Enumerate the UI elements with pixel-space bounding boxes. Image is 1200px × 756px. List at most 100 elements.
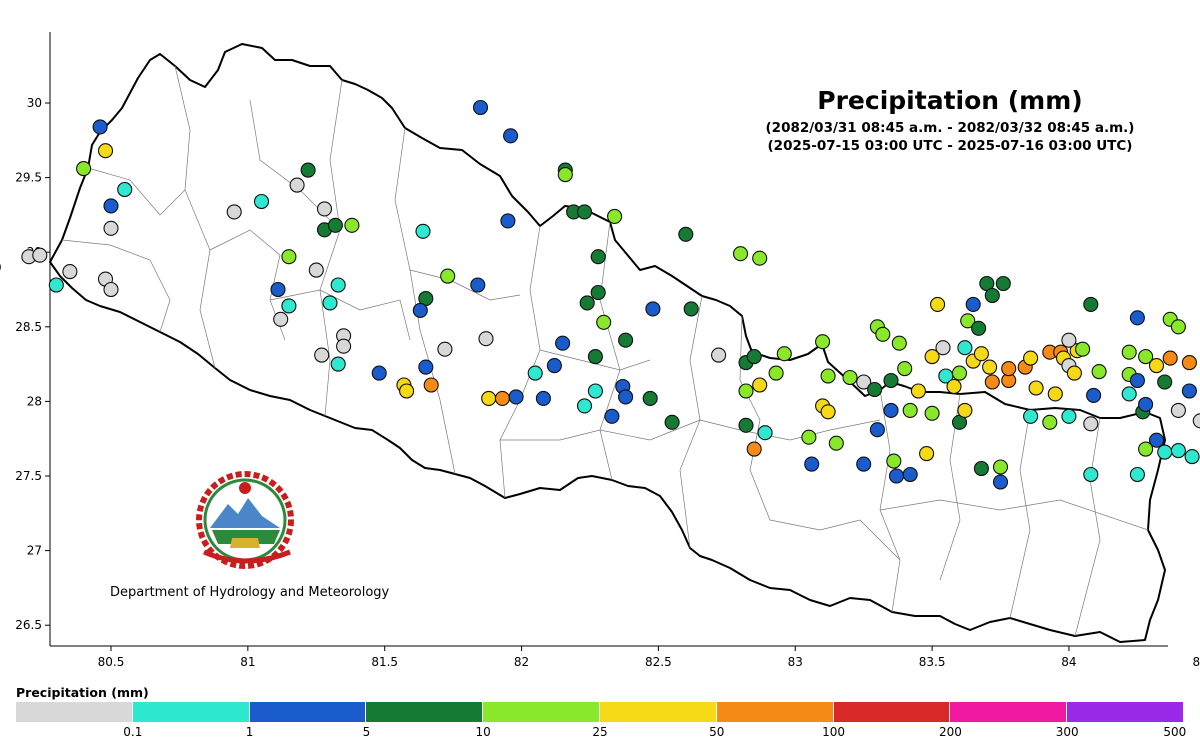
station-marker — [1001, 361, 1017, 377]
station-marker — [1023, 408, 1039, 424]
map-subtitle-utc: (2025-07-15 03:00 UTC - 2025-07-16 03:00… — [767, 138, 1133, 154]
legend-tick-label: 0.1 — [123, 725, 143, 739]
station-marker — [344, 217, 360, 233]
station-marker — [1086, 387, 1102, 403]
station-marker — [327, 217, 343, 233]
station-marker — [557, 167, 573, 183]
country-outline — [49, 43, 1166, 643]
district-boundary — [409, 269, 521, 301]
map-title: Precipitation (mm) — [817, 86, 1083, 115]
station-marker — [535, 390, 551, 406]
station-marker — [576, 204, 593, 220]
station-marker — [738, 383, 754, 399]
legend-color-segment — [366, 702, 484, 722]
station-marker — [919, 446, 935, 462]
x-tick-label: 81.5 — [371, 655, 398, 669]
station-marker — [308, 262, 324, 278]
district-boundary — [61, 239, 171, 333]
station-marker — [607, 208, 623, 224]
x-tick-label: 83 — [788, 655, 803, 669]
station-marker — [1181, 355, 1197, 371]
station-marker — [752, 377, 768, 393]
station-marker — [316, 201, 333, 217]
station-marker — [935, 340, 951, 356]
station-marker — [1148, 358, 1165, 374]
station-marker — [883, 402, 899, 418]
station-marker — [804, 456, 820, 472]
station-marker — [957, 402, 973, 418]
province-boundary-gandaki — [499, 225, 541, 499]
station-marker — [869, 422, 885, 438]
legend-color-segment — [716, 702, 834, 722]
station-marker — [555, 335, 571, 351]
legend-color-segment — [833, 702, 951, 722]
station-marker — [508, 389, 524, 405]
station-marker — [314, 347, 330, 363]
station-marker — [415, 223, 431, 239]
station-marker — [1170, 402, 1186, 418]
district-boundary — [209, 229, 286, 341]
station-marker — [732, 246, 749, 262]
x-tick-label: 80.5 — [98, 655, 125, 669]
district-boundary — [879, 499, 1149, 531]
station-marker — [470, 277, 486, 293]
station-marker — [412, 302, 428, 318]
station-marker — [440, 268, 456, 284]
station-marker — [1138, 349, 1154, 365]
legend-tick-label: 100 — [822, 725, 846, 739]
x-ticks: 80.58181.58282.58383.58484.58585.58686.5… — [98, 646, 1200, 669]
station-marker — [322, 295, 338, 311]
district-boundary — [599, 221, 621, 481]
station-marker — [683, 301, 699, 317]
station-marker — [103, 281, 119, 298]
station-marker — [842, 369, 858, 386]
station-marker — [992, 474, 1009, 490]
precipitation-map: 80.58181.58282.58383.58484.58585.58686.5… — [0, 32, 1200, 669]
station-marker — [1083, 466, 1099, 483]
station-marker — [902, 402, 918, 418]
station-marker — [930, 296, 946, 312]
station-marker — [226, 204, 242, 220]
station-marker — [270, 281, 286, 298]
station-marker — [957, 340, 973, 356]
province-boundary-lumbini — [394, 127, 456, 475]
station-marker — [946, 378, 962, 395]
district-boundaries — [61, 65, 1149, 637]
station-marker — [1061, 332, 1077, 348]
district-boundary — [1074, 417, 1101, 637]
station-marker — [76, 161, 92, 177]
station-marker — [738, 417, 754, 433]
station-marker — [992, 459, 1009, 475]
station-marker — [820, 368, 836, 384]
station-marker — [995, 275, 1011, 292]
station-marker — [891, 335, 907, 351]
district-boundary — [1009, 409, 1031, 619]
station-marker — [604, 408, 620, 424]
province-boundary-bagmati — [679, 295, 703, 549]
station-marker — [62, 264, 78, 280]
station-marker — [281, 298, 297, 314]
legend-tick-label: 25 — [592, 725, 608, 739]
legend-tick-label: 5 — [362, 725, 371, 739]
station-marker — [984, 374, 1000, 390]
station-marker — [883, 372, 899, 389]
station-marker — [1138, 396, 1154, 412]
map-title-block: Precipitation (mm) (2082/03/31 08:45 a.m… — [720, 86, 1180, 155]
legend-color-segment — [16, 702, 133, 722]
station-marker — [1042, 414, 1058, 430]
station-marker — [253, 193, 270, 210]
station-marker — [1023, 350, 1039, 366]
nepal-border — [49, 43, 1166, 643]
station-marker — [951, 365, 968, 381]
station-marker — [97, 143, 114, 159]
station-marker — [1091, 364, 1107, 380]
station-marker — [300, 162, 316, 178]
district-boundary — [500, 419, 701, 441]
legend-color-segment — [1067, 702, 1184, 722]
station-markers — [0, 99, 1200, 490]
station-marker — [1047, 386, 1063, 402]
station-marker — [1129, 310, 1145, 326]
station-marker — [973, 460, 989, 477]
station-marker — [902, 466, 918, 483]
station-marker — [1061, 408, 1077, 424]
